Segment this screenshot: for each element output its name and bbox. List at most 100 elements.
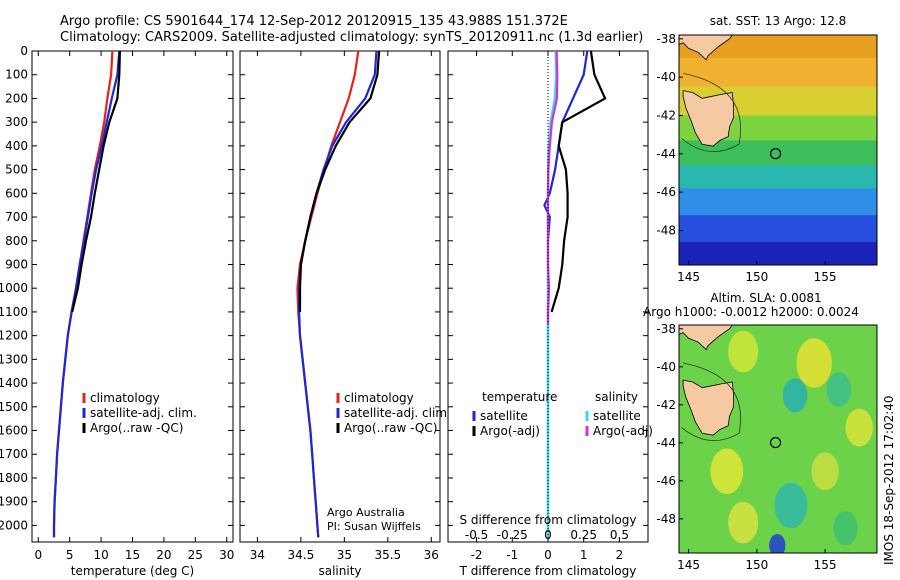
heatmap-anomaly-blob [811, 452, 839, 491]
y-tick-label: -46 [656, 474, 676, 488]
map-frame [678, 34, 878, 266]
y-tick-label: 700 [5, 210, 28, 224]
legend-label: satellite-adj. clim. [90, 406, 197, 420]
y-tick-label: -44 [656, 147, 676, 161]
sst-map-panel: 145 150 155 -38 -40 -42 -44 -46 -48 sat. SST: 13 … [656, 14, 878, 284]
x-tick-label: 1 [580, 548, 588, 562]
y-tick-label: -40 [656, 70, 676, 84]
heatmap-anomaly-blob [774, 482, 808, 529]
y-tick-label: 600 [5, 186, 28, 200]
shelf-contour [681, 362, 741, 442]
x-tick-label: 145 [677, 270, 700, 284]
y-tick-label: -40 [656, 360, 676, 374]
y-tick-label: -46 [656, 185, 676, 199]
x-tick-label: 155 [814, 558, 837, 572]
y-tick-label: -38 [656, 322, 676, 336]
heatmap-anomaly-blob [796, 338, 832, 388]
heatmap-band [679, 242, 877, 265]
y-tick-label: 100 [5, 68, 28, 82]
heatmap-anomaly-blob [710, 448, 744, 495]
argo-float-marker [769, 148, 782, 160]
y-tick-label: 0 [20, 44, 28, 58]
tasmania-land [682, 379, 734, 436]
heatmap-anomaly-blob [782, 378, 808, 413]
figure-title-line-2: Climatology: CARS2009. Satellite-adjuste… [60, 30, 644, 45]
y-tick-label: -44 [656, 436, 676, 450]
heatmap-band [679, 215, 877, 243]
temperature-panel: 0 5 10 15 20 25 30 temperature (deg C) 0 100 200 30… [0, 44, 234, 578]
y-tick-label: -42 [656, 109, 676, 123]
mainland-land [679, 35, 733, 61]
x-tick-label: 2 [616, 548, 624, 562]
y-tick-label: 2000 [0, 518, 28, 532]
y-tick-label: 500 [5, 163, 28, 177]
tasmania-land [682, 90, 734, 147]
x-tick-label: 34 [250, 548, 265, 562]
y-tick-label: 1000 [0, 281, 28, 295]
y-tick-label: 200 [5, 91, 28, 105]
heatmap-band [679, 35, 877, 59]
x-tick-label: 5 [66, 548, 74, 562]
y-tick-label: 800 [5, 234, 28, 248]
x-tick-label: -1 [506, 548, 518, 562]
map-title: Altim. SLA: 0.0081 [710, 291, 821, 305]
legend-label: Argo(..raw -QC) [90, 421, 183, 435]
y-tick-label: 1300 [0, 352, 28, 366]
x-tick-label: 35 [337, 548, 352, 562]
y-tick-label: -48 [656, 224, 676, 238]
x-tick-label: 36 [424, 548, 439, 562]
mainland-land [679, 325, 733, 351]
heatmap-anomaly-blob [845, 408, 873, 447]
legend-label: climatology [90, 391, 160, 405]
legend-label: Argo(..raw -QC) [344, 421, 437, 435]
legend-label: Argo(-adj) [593, 424, 653, 438]
x-tick-label: 0 [34, 548, 42, 562]
y-tick-label: 1600 [0, 424, 28, 438]
map-body [679, 35, 877, 265]
heatmap-band [679, 188, 877, 216]
x-tick-label: -2 [471, 548, 483, 562]
map-frame [678, 324, 878, 554]
series-line-satellite-adj [52, 50, 121, 538]
heatmap-anomaly-blob [833, 511, 858, 546]
salinity-panel: 34 34.5 35 35.5 36 salinity climatologysatelli… [239, 50, 451, 578]
x-axis-label: temperature (deg C) [71, 564, 194, 578]
y-tick-label: -38 [656, 32, 676, 46]
x-tick-label: 145 [677, 558, 700, 572]
x-tick-label: 150 [745, 270, 768, 284]
y-tick-label: 1700 [0, 447, 28, 461]
series-line-argo [550, 50, 607, 313]
y-tick-label: -48 [656, 512, 676, 526]
legend-label: satellite-adj. clim. [344, 406, 451, 420]
map-body [679, 325, 877, 553]
x-tick-label: 35.5 [374, 548, 401, 562]
x-tick-label: 20 [156, 548, 171, 562]
legend-label: satellite [480, 409, 528, 423]
x-tick-label: 0 [544, 548, 552, 562]
difference-panel: -2 -1 0 1 2 T difference from climatology temp… [447, 50, 653, 578]
y-tick-label: 1400 [0, 376, 28, 390]
secondary-x-axis-label: S difference from climatology [460, 513, 637, 527]
heatmap-band [679, 58, 877, 88]
series-line-argo [298, 50, 381, 312]
legend-label: Argo(-adj) [480, 424, 540, 438]
series-line-argo [71, 50, 121, 313]
annotation-text: PI: Susan Wijffels [327, 520, 421, 533]
series-line-s-argo [546, 50, 559, 324]
heatmap-anomaly-blob [826, 372, 852, 407]
y-tick-label: -42 [656, 398, 676, 412]
y-tick-label: 1200 [0, 329, 28, 343]
y-tick-label: 1100 [0, 305, 28, 319]
heatmap-anomaly-blob [769, 534, 786, 553]
y-tick-label: 1900 [0, 495, 28, 509]
legend-group-title: salinity [595, 390, 638, 404]
secondary-x-tick-label: 0.5 [610, 528, 629, 542]
x-axis-label: T difference from climatology [459, 564, 637, 578]
y-tick-label: 1800 [0, 471, 28, 485]
map-title: sat. SST: 13 Argo: 12.8 [710, 14, 847, 28]
sla-map-panel: 145 150 155 -38 -40 -42 -44 -46 -48 Altim. SLA: 0… [643, 291, 878, 572]
x-axis-label: salinity [318, 564, 361, 578]
secondary-x-tick-label: 0.25 [570, 528, 597, 542]
y-tick-label: 400 [5, 139, 28, 153]
